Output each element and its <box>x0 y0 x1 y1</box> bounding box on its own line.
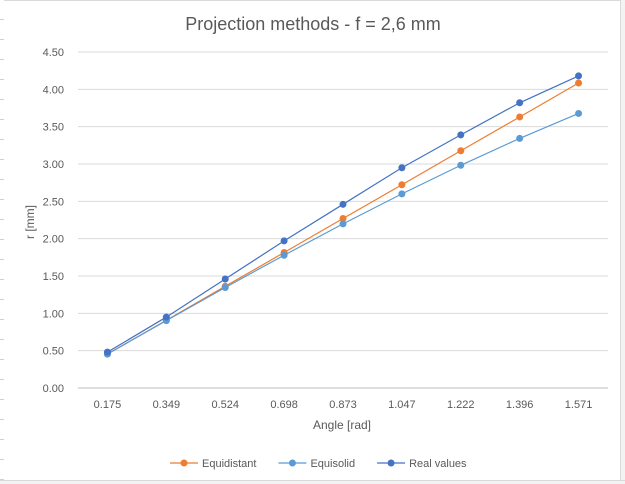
data-point-real-values <box>280 237 288 245</box>
y-tick-label: 0.00 <box>43 383 64 395</box>
x-axis-label: Angle [rad] <box>313 418 371 432</box>
y-tick-label: 2.50 <box>43 196 64 208</box>
x-tick-label: 1.396 <box>506 399 534 411</box>
data-point-real-values <box>339 200 347 208</box>
data-point-real-values <box>575 72 583 80</box>
data-point-equidistant <box>339 215 347 223</box>
data-point-real-values <box>103 348 111 356</box>
sheet-bottom-edge <box>0 480 625 484</box>
data-point-real-values <box>221 275 229 283</box>
y-tick-label: 3.50 <box>43 122 64 134</box>
legend-item-equisolid: Equisolid <box>278 458 355 470</box>
data-point-real-values <box>398 164 406 172</box>
x-tick-label: 1.222 <box>447 399 475 411</box>
x-tick-label: 1.571 <box>565 399 593 411</box>
x-tick-label: 1.047 <box>388 399 416 411</box>
data-point-equisolid <box>398 190 406 198</box>
series-real-values <box>103 72 583 356</box>
sheet-row-strip <box>0 0 4 484</box>
data-point-real-values <box>516 99 524 107</box>
data-point-equisolid <box>516 134 524 142</box>
y-tick-label: 3.00 <box>43 159 64 171</box>
legend-swatch-marker <box>180 459 188 467</box>
data-point-equisolid <box>221 283 229 291</box>
data-point-equidistant <box>575 79 583 87</box>
series-line-real-values <box>107 75 579 353</box>
data-point-real-values <box>457 131 465 139</box>
data-point-equisolid <box>457 161 465 169</box>
data-point-equidistant <box>398 181 406 189</box>
x-tick-label: 0.175 <box>94 399 122 411</box>
x-tick-labels: 0.175 0.349 0.524 0.698 0.873 1.047 1.222 1.396… <box>94 399 593 411</box>
y-tick-label: 4.50 <box>43 47 64 59</box>
y-tick-label: 1.50 <box>43 271 64 283</box>
series-layer <box>103 72 583 358</box>
chart-title: Projection methods - f = 2,6 mm <box>185 14 441 34</box>
y-tick-labels: 0.00 0.50 1.00 1.50 2.00 2.50 3.00 3.50 4.00 4.50 <box>43 47 64 395</box>
x-tick-label: 0.873 <box>329 399 357 411</box>
data-point-equisolid <box>339 220 347 228</box>
legend-label: Equisolid <box>310 458 355 470</box>
legend-swatch-marker <box>288 459 296 467</box>
sheet-right-edge <box>620 0 625 484</box>
legend-swatch-marker <box>387 459 395 467</box>
y-tick-label: 4.00 <box>43 84 64 96</box>
data-point-real-values <box>162 313 170 321</box>
series-line-equisolid <box>107 112 579 355</box>
legend-label: Equidistant <box>202 458 256 470</box>
data-point-equidistant <box>516 113 524 121</box>
legend: Equidistant Equisolid Real values <box>170 458 467 470</box>
y-tick-label: 0.50 <box>43 346 64 358</box>
x-tick-label: 0.349 <box>153 399 181 411</box>
data-point-equidistant <box>457 147 465 155</box>
data-point-equisolid <box>280 251 288 259</box>
legend-item-equidistant: Equidistant <box>170 458 256 470</box>
y-tick-label: 1.00 <box>43 308 64 320</box>
y-axis-label: r [mm] <box>23 205 37 239</box>
x-tick-label: 0.698 <box>270 399 298 411</box>
y-tick-label: 2.00 <box>43 234 64 246</box>
series-equisolid <box>103 109 583 358</box>
x-tick-label: 0.524 <box>211 399 239 411</box>
data-point-equisolid <box>575 109 583 117</box>
gridlines <box>78 51 608 389</box>
legend-label: Real values <box>409 458 467 470</box>
legend-item-real-values: Real values <box>377 458 467 470</box>
